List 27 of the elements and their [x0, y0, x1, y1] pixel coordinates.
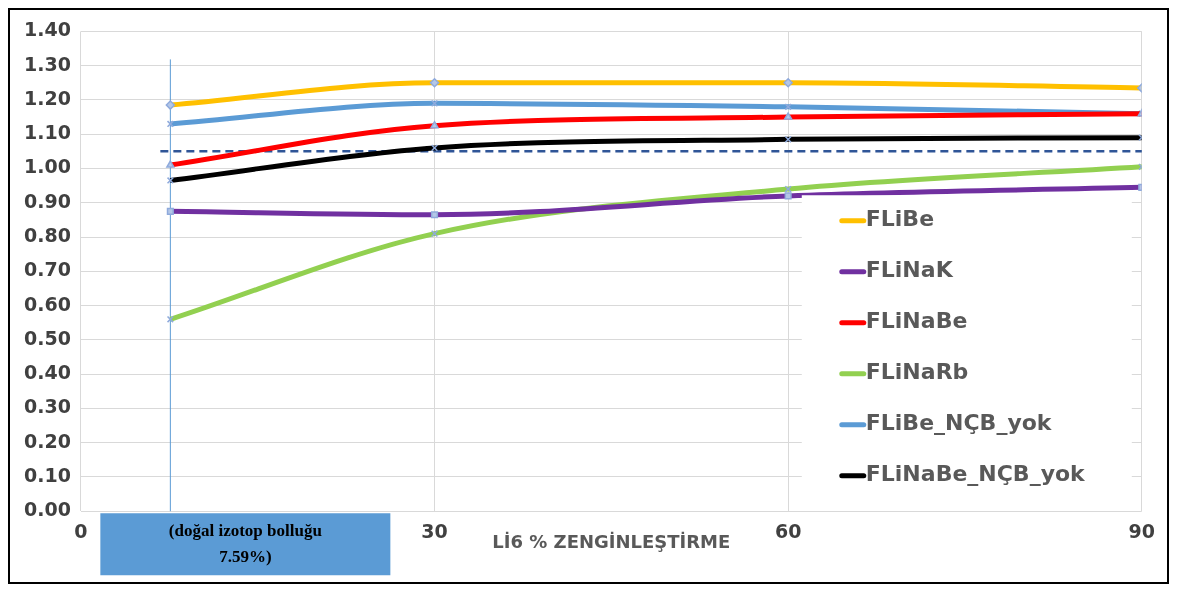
legend-label: FLiNaBe_NÇB_yok — [865, 461, 1087, 487]
y-tick-label: 0.40 — [23, 361, 71, 384]
y-tick-label: 0.50 — [23, 326, 71, 349]
y-tick-label: 0.70 — [23, 258, 71, 281]
ref-line-label: (doğal izotop bolluğu 7.59%) — [168, 520, 322, 566]
legend-label: FLiBe — [865, 206, 935, 232]
legend-label: FLiNaRb — [865, 359, 969, 385]
x-tick-label: 90 — [1128, 519, 1156, 542]
y-tick-label: 0.30 — [23, 395, 71, 418]
y-tick-label: 0.90 — [23, 189, 71, 212]
x-axis-title: Lİ6 % ZENGİNLEŞTİRME — [492, 530, 731, 552]
y-tick-label: 1.40 — [23, 18, 71, 41]
y-tick-label: 0.60 — [23, 292, 71, 315]
legend-label: FLiBe_NÇB_yok — [865, 410, 1053, 436]
y-tick-label: 0.20 — [23, 429, 71, 452]
legend-label: FLiNaK — [865, 257, 954, 283]
y-tick-label: 1.20 — [23, 86, 71, 109]
y-tick-label: 1.30 — [23, 52, 71, 75]
y-tick-label: 1.10 — [23, 121, 71, 144]
y-tick-label: 0.10 — [23, 463, 71, 486]
x-tick-label: 30 — [421, 519, 448, 542]
x-tick-label: 60 — [774, 519, 802, 542]
x-tick-label: 0 — [74, 519, 88, 542]
y-tick-label: 0.80 — [23, 223, 71, 246]
y-tick-label: 1.00 — [23, 155, 71, 178]
y-tick-label: 0.00 — [23, 498, 71, 521]
legend-label: FLiNaBe — [865, 308, 968, 334]
